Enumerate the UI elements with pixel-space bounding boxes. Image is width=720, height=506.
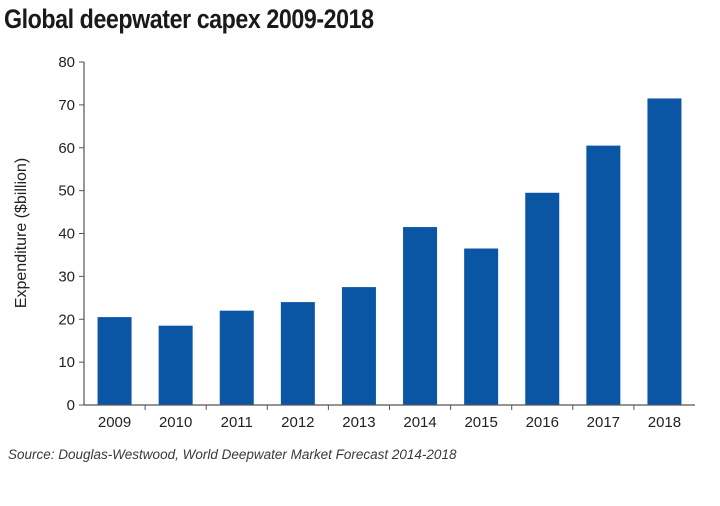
x-tick-label: 2009	[98, 414, 131, 431]
x-tick-label: 2016	[526, 414, 559, 431]
x-tick-label: 2013	[342, 414, 375, 431]
x-axis-ticks: 2009 2010 2011 2012 2013 2014 2015 2016 2017 2018	[98, 405, 681, 431]
bar-2018	[647, 98, 682, 405]
source-note: Source: Douglas-Westwood, World Deepwate…	[8, 447, 457, 462]
y-tick-label: 0	[67, 397, 75, 414]
y-tick-label: 80	[58, 54, 75, 71]
bar-2009	[97, 317, 132, 405]
x-tick-label: 2010	[159, 414, 192, 431]
x-tick-label: 2012	[281, 414, 314, 431]
bar-2011	[219, 310, 254, 405]
bar-2014	[403, 227, 438, 405]
bar-2010	[158, 325, 193, 405]
y-tick-label: 40	[58, 226, 75, 243]
x-tick-label: 2014	[403, 414, 436, 431]
y-axis-ticks: 0 10 20 30 40 50 60 70 80	[58, 54, 84, 414]
x-tick-label: 2011	[221, 414, 253, 431]
y-tick-label: 10	[58, 354, 75, 371]
y-tick-label: 50	[58, 183, 75, 200]
bar-2015	[464, 248, 499, 405]
x-tick-label: 2015	[464, 414, 497, 431]
bar-2017	[586, 145, 621, 405]
bars	[97, 98, 682, 405]
bar-2012	[280, 302, 315, 405]
y-tick-label: 30	[58, 268, 75, 285]
chart-title: Global deepwater capex 2009-2018	[4, 4, 374, 34]
y-tick-label: 60	[58, 140, 75, 157]
bar-2013	[341, 287, 376, 405]
y-tick-label: 70	[58, 97, 75, 114]
y-tick-label: 20	[58, 311, 75, 328]
y-axis-label: Expenditure ($billion)	[13, 158, 30, 308]
x-tick-label: 2017	[587, 414, 620, 431]
bar-2016	[525, 192, 560, 405]
x-tick-label: 2018	[648, 414, 681, 431]
